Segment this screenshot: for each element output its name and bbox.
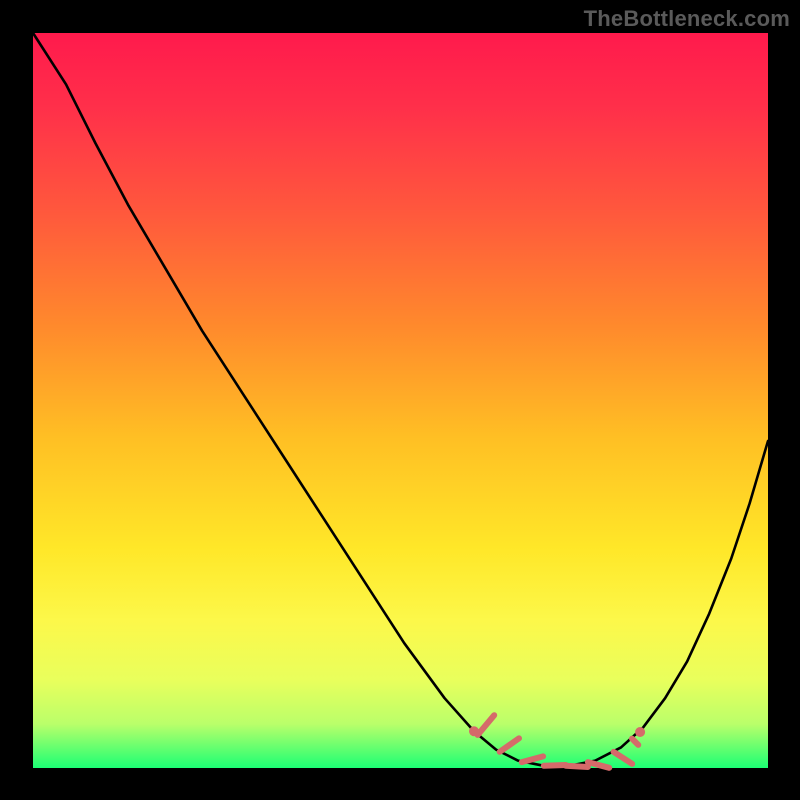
optimal-range-segment: [544, 765, 566, 766]
bottleneck-chart-image: { "watermark": { "text": "TheBottleneck.…: [0, 0, 800, 800]
optimal-range-endpoint: [635, 727, 645, 737]
watermark-text: TheBottleneck.com: [584, 6, 790, 32]
chart-svg: [0, 0, 800, 800]
optimal-range-segment: [566, 766, 588, 767]
gradient-plot-area: [33, 33, 768, 768]
optimal-range-endpoint: [469, 726, 479, 736]
